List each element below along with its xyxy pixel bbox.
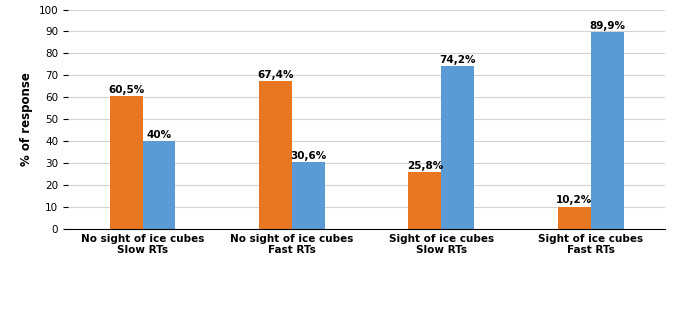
Text: 40%: 40% <box>147 130 172 140</box>
Bar <box>409 172 441 229</box>
Bar <box>259 81 292 229</box>
Text: 25,8%: 25,8% <box>407 161 443 171</box>
Text: 67,4%: 67,4% <box>257 70 294 80</box>
Bar <box>292 162 325 229</box>
Text: 89,9%: 89,9% <box>589 21 625 31</box>
Y-axis label: % of response: % of response <box>20 72 33 166</box>
Text: 30,6%: 30,6% <box>291 151 327 161</box>
Text: 74,2%: 74,2% <box>439 55 476 65</box>
Bar <box>143 141 175 229</box>
Text: 10,2%: 10,2% <box>556 196 592 205</box>
Text: 60,5%: 60,5% <box>108 85 144 95</box>
Bar <box>591 32 623 229</box>
Bar <box>110 96 143 229</box>
Bar <box>441 66 474 229</box>
Bar <box>558 207 591 229</box>
